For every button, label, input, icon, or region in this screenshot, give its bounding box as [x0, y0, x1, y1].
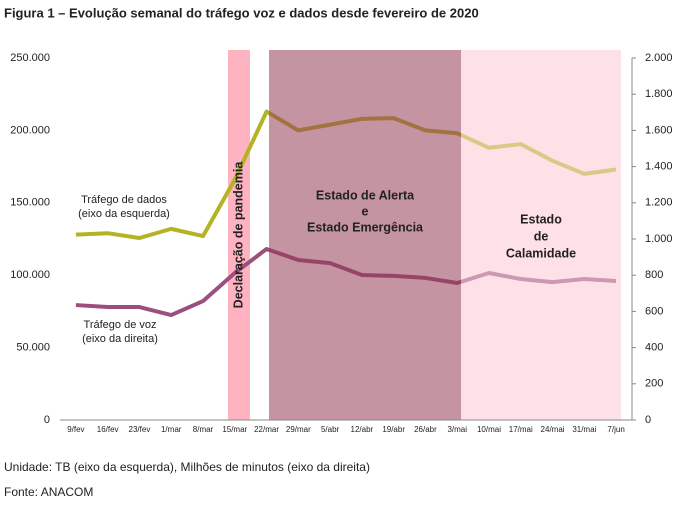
y-tick-label: 0 [44, 414, 50, 426]
legend-dados: (eixo da esquerda) [78, 208, 170, 220]
x-tick-label: 12/abr [351, 425, 374, 434]
y2-tick-label: 600 [645, 305, 663, 317]
y2-tick-label: 1.000 [645, 233, 673, 245]
x-tick-label: 26/abr [414, 425, 437, 434]
x-tick-label: 16/fev [97, 425, 119, 434]
y2-tick-label: 1.200 [645, 197, 673, 209]
y-tick-label: 100.000 [10, 269, 50, 281]
source: Fonte: ANACOM [4, 485, 93, 499]
pandemia-band [228, 50, 250, 420]
calamidade-label: Calamidade [506, 246, 576, 260]
alerta-label: Estado de Alerta [316, 188, 415, 202]
y2-tick-label: 400 [645, 342, 663, 354]
legend-voz: Tráfego de voz [84, 319, 157, 331]
x-tick-label: 8/mar [193, 425, 214, 434]
y2-tick-label: 1.800 [645, 88, 673, 100]
x-tick-label: 15/mar [222, 425, 247, 434]
x-tick-label: 7/jun [607, 425, 624, 434]
alerta-label: Estado Emergência [307, 220, 424, 234]
note: Unidade: TB (eixo da esquerda), Milhões … [4, 460, 370, 474]
legend-dados: Tráfego de dados [81, 194, 167, 206]
x-tick-label: 9/fev [67, 425, 84, 434]
y2-tick-label: 0 [645, 414, 651, 426]
x-tick-label: 5/abr [321, 425, 340, 434]
y2-tick-label: 1.600 [645, 124, 673, 136]
x-tick-label: 10/mai [477, 425, 501, 434]
calamidade-label: Estado [520, 212, 562, 226]
x-tick-label: 17/mai [509, 425, 533, 434]
calamidade-overlay [461, 50, 621, 420]
chart-title: Figura 1 – Evolução semanal do tráfego v… [4, 5, 479, 20]
x-tick-label: 23/fev [129, 425, 151, 434]
alerta-label: e [362, 204, 369, 218]
y2-tick-label: 2.000 [645, 52, 673, 64]
x-tick-label: 24/mai [541, 425, 565, 434]
y2-tick-label: 1.400 [645, 161, 673, 173]
calamidade-label: de [534, 229, 549, 243]
y-tick-label: 250.000 [10, 52, 50, 64]
x-tick-label: 1/mar [161, 425, 182, 434]
y2-tick-label: 200 [645, 378, 663, 390]
y-tick-label: 200.000 [10, 124, 50, 136]
alerta-band [269, 50, 461, 420]
x-tick-label: 29/mar [286, 425, 311, 434]
x-tick-label: 19/abr [382, 425, 405, 434]
legend-voz: (eixo da direita) [82, 333, 158, 345]
x-tick-label: 31/mai [572, 425, 596, 434]
y2-tick-label: 800 [645, 269, 663, 281]
x-tick-label: 3/mai [447, 425, 467, 434]
pandemia-label: Declaração de pandemia [231, 161, 245, 309]
y-tick-label: 50.000 [16, 342, 50, 354]
x-tick-label: 22/mar [254, 425, 279, 434]
y-tick-label: 150.000 [10, 197, 50, 209]
